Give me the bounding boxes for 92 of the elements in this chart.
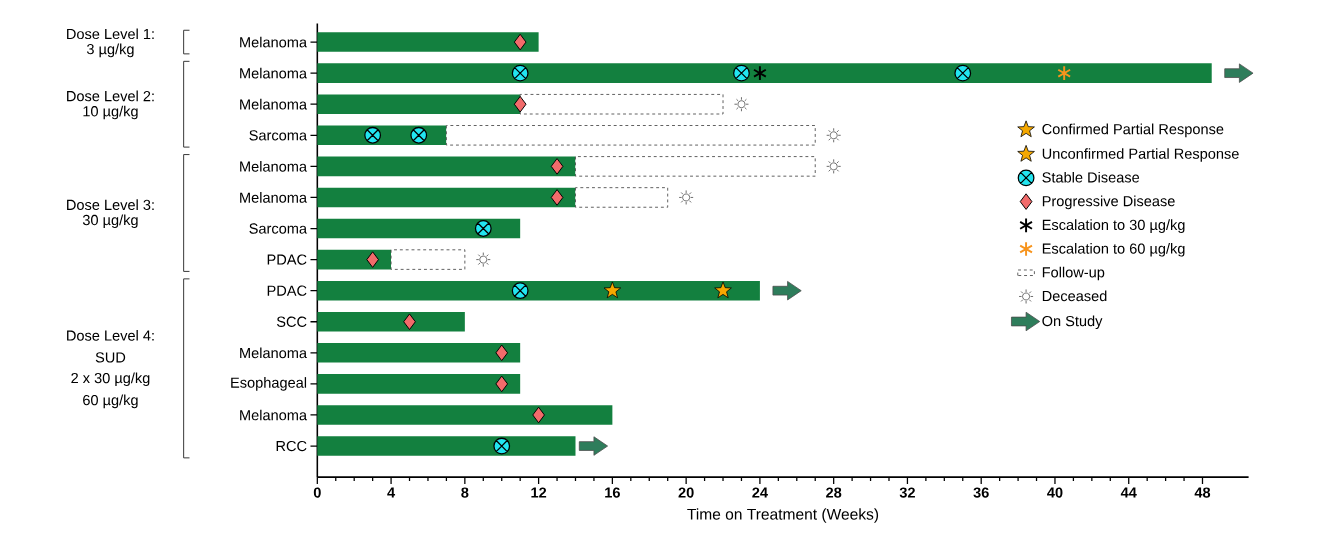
x-tick-label: 0 bbox=[313, 487, 321, 498]
legend-label: Confirmed Partial Response bbox=[1042, 123, 1224, 138]
text: Dose Level 3: bbox=[67, 199, 154, 210]
text: 30 µg/kg bbox=[82, 214, 138, 228]
point bbox=[513, 95, 527, 113]
y-tick-label: Melanoma bbox=[240, 409, 308, 421]
x-tick-label: 8 bbox=[461, 487, 469, 498]
bar bbox=[519, 93, 724, 115]
point bbox=[495, 375, 509, 393]
point bbox=[733, 64, 750, 82]
legend-label: Unconfirmed Partial Response bbox=[1042, 148, 1239, 162]
bar bbox=[575, 155, 816, 177]
y-tick-label: Melanoma bbox=[240, 98, 308, 110]
text: SUD bbox=[95, 352, 126, 363]
point bbox=[511, 64, 529, 82]
bar bbox=[317, 218, 521, 239]
legend-label: Stable Disease bbox=[1042, 171, 1140, 183]
legend-label: Escalation to 30 µg/kg bbox=[1042, 219, 1185, 233]
point bbox=[826, 158, 842, 174]
point bbox=[753, 65, 767, 81]
x-tick-label: 24 bbox=[752, 487, 768, 498]
y-tick-label: Melanoma bbox=[240, 191, 308, 203]
legend-label: Follow-up bbox=[1042, 266, 1105, 281]
text: 2 x 30 µg/kg bbox=[71, 372, 150, 386]
point bbox=[493, 437, 511, 455]
x-tick-label: 16 bbox=[605, 487, 620, 498]
point bbox=[532, 406, 545, 424]
legend-label: Progressive Disease bbox=[1042, 195, 1175, 210]
y-tick-label: PDAC bbox=[267, 285, 307, 296]
text: Dose Level 2: bbox=[67, 90, 154, 102]
x-axis-title: Time on Treatment (Weeks) bbox=[687, 508, 879, 523]
legend-label: Deceased bbox=[1042, 290, 1107, 302]
bar bbox=[317, 63, 1212, 83]
x-tick-label: 12 bbox=[531, 487, 547, 498]
y-tick-label: Esophageal bbox=[231, 376, 307, 391]
y-tick-label: Sarcoma bbox=[249, 129, 308, 141]
point bbox=[495, 344, 509, 361]
bar bbox=[317, 436, 576, 456]
legend-label: Escalation to 60 µg/kg bbox=[1042, 242, 1185, 257]
y-tick-label: Melanoma bbox=[240, 36, 308, 48]
point bbox=[403, 313, 416, 330]
point bbox=[1057, 65, 1072, 81]
bar bbox=[317, 32, 539, 52]
bar bbox=[317, 94, 521, 114]
legend-label: On Study bbox=[1042, 315, 1103, 329]
bar bbox=[575, 187, 669, 208]
bar bbox=[317, 405, 613, 425]
point bbox=[734, 96, 749, 112]
x-tick-label: 44 bbox=[1120, 487, 1137, 498]
bar bbox=[317, 249, 392, 270]
bar bbox=[317, 342, 521, 363]
x-tick-label: 28 bbox=[826, 487, 842, 498]
y-tick-label: SCC bbox=[276, 316, 307, 327]
point bbox=[954, 64, 972, 82]
point bbox=[366, 251, 379, 268]
x-tick-label: 4 bbox=[387, 487, 396, 498]
point bbox=[603, 281, 622, 299]
point bbox=[678, 189, 694, 205]
y-tick-label: Melanoma bbox=[240, 347, 308, 359]
bar bbox=[445, 124, 816, 146]
y-tick-label: Sarcoma bbox=[249, 223, 308, 234]
text: 10 µg/kg bbox=[83, 105, 138, 120]
point bbox=[826, 127, 842, 143]
bar bbox=[390, 249, 466, 270]
y-tick-label: Melanoma bbox=[240, 160, 308, 172]
text: 3 µg/kg bbox=[86, 43, 134, 57]
y-tick-label: PDAC bbox=[267, 254, 307, 265]
text: Dose Level 1: bbox=[67, 28, 154, 39]
text: 60 µg/kg bbox=[83, 394, 138, 408]
point bbox=[714, 281, 732, 299]
bar bbox=[317, 280, 760, 301]
bar bbox=[317, 373, 521, 394]
x-tick-label: 32 bbox=[899, 487, 915, 498]
point bbox=[410, 126, 428, 144]
text: Dose Level 4: bbox=[67, 329, 154, 341]
point bbox=[364, 126, 382, 144]
point bbox=[550, 188, 564, 206]
point bbox=[513, 33, 527, 51]
x-tick-label: 48 bbox=[1194, 487, 1211, 498]
point bbox=[550, 157, 564, 175]
point bbox=[772, 280, 802, 301]
point bbox=[474, 219, 492, 237]
y-tick-label: RCC bbox=[276, 440, 307, 452]
point bbox=[511, 282, 529, 299]
y-tick-label: Melanoma bbox=[240, 67, 308, 79]
x-tick-label: 20 bbox=[678, 487, 694, 498]
bar bbox=[317, 311, 465, 332]
x-tick-label: 36 bbox=[973, 487, 989, 498]
bar bbox=[317, 187, 576, 208]
point bbox=[475, 251, 491, 267]
x-tick-label: 40 bbox=[1047, 487, 1063, 498]
bar bbox=[317, 156, 576, 176]
